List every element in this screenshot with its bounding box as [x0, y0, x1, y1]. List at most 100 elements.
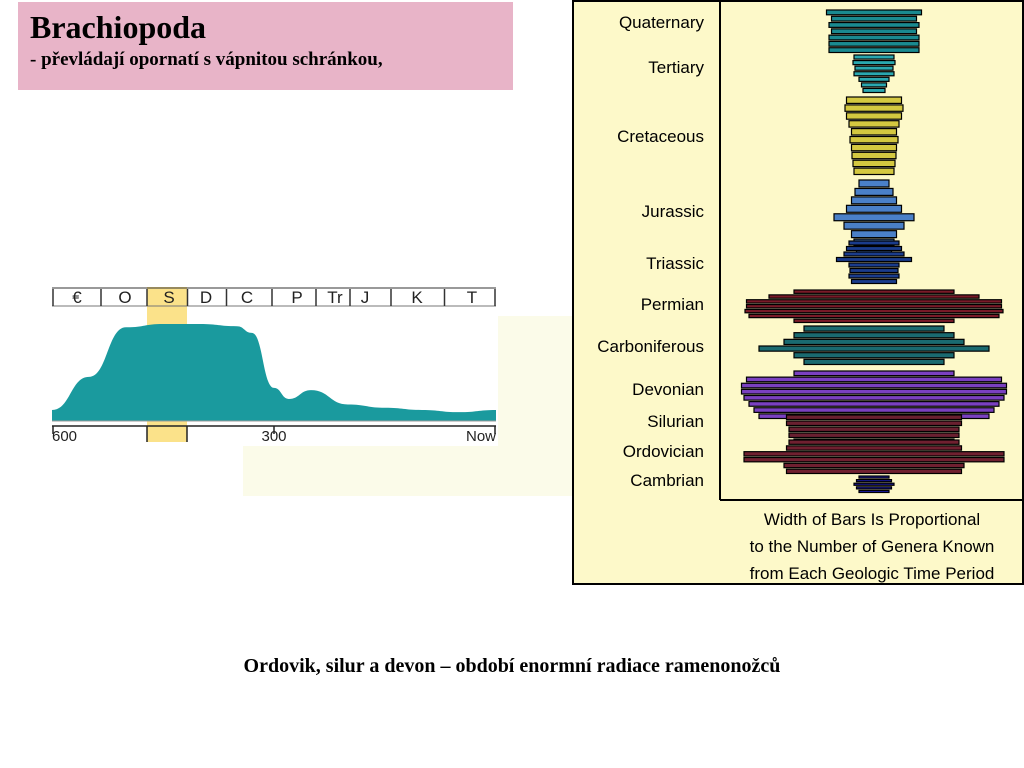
spindle-bar-1-6 — [862, 87, 886, 94]
spindle-bar-4-3 — [835, 256, 913, 263]
spindle-bar-6-1 — [793, 332, 955, 339]
axis-label-0: 600 — [52, 428, 77, 445]
spindle-bar-4-5 — [849, 267, 899, 274]
spindle-bar-4-6 — [848, 273, 900, 279]
spindle-bar-1-5 — [860, 82, 888, 88]
spindle-bar-9-2 — [743, 451, 1005, 457]
spindle-bar-6-5 — [803, 358, 945, 366]
spindle-bar-10-4 — [858, 489, 890, 494]
spindle-bar-1-4 — [858, 76, 890, 82]
spindle-bar-3-1 — [854, 187, 894, 196]
period-labels: € O S D C P Tr J K T — [52, 288, 496, 307]
period-label-4: C — [241, 288, 253, 307]
spindle-period-label-2: Cretaceous — [617, 127, 704, 146]
spindle-bar-3-2 — [850, 196, 898, 205]
spindle-period-label-5: Permian — [641, 295, 704, 314]
spindle-bar-5-4 — [744, 308, 1004, 314]
spindle-bar-10-0 — [858, 475, 890, 479]
spindle-bar-2-8 — [852, 159, 896, 168]
spindle-period-label-8: Silurian — [647, 412, 704, 431]
axis-label-2: Now — [466, 428, 496, 445]
spindle-bar-9-5 — [785, 468, 963, 475]
slide-title: Brachiopoda — [30, 9, 207, 45]
spindle-bar-0-2 — [828, 21, 920, 28]
spindle-period-label-10: Cambrian — [630, 471, 704, 490]
spindle-bar-10-1 — [855, 479, 893, 483]
spindle-bar-1-3 — [853, 71, 895, 77]
slide-subtitle: - převládají opornatí s vápnitou schránk… — [30, 49, 383, 71]
spindle-bar-2-1 — [844, 104, 904, 112]
spindle-period-label-3: Jurassic — [642, 202, 705, 221]
spindle-period-label-1: Tertiary — [648, 58, 704, 77]
diversity-timeline-chart: € O S D C P Tr J K T 600 300 Now — [52, 284, 498, 446]
spindle-legend: Width of Bars Is Proportional to the Numb… — [750, 510, 995, 583]
spindle-bar-3-0 — [858, 179, 890, 188]
spindle-bar-7-5 — [748, 401, 1000, 407]
spindle-bar-6-3 — [758, 345, 990, 352]
period-label-2: S — [163, 288, 174, 307]
spindle-period-labels: Quaternary Tertiary Cretaceous Jurassic Tria… — [597, 13, 704, 490]
spindle-bar-2-5 — [849, 135, 899, 144]
spindle-legend-line-2: from Each Geologic Time Period — [750, 564, 995, 583]
spindle-bar-2-4 — [850, 128, 898, 136]
spindle-bar-4-4 — [848, 262, 900, 268]
spindle-bar-5-6 — [793, 318, 955, 324]
period-label-9: T — [467, 288, 477, 307]
spindle-bar-2-2 — [845, 112, 903, 120]
spindle-bar-5-2 — [745, 299, 1003, 304]
spindle-bar-1-1 — [852, 59, 896, 66]
spindle-bar-8-3 — [788, 432, 960, 439]
spindle-bar-3-6 — [850, 230, 898, 239]
spindle-bar-4-1 — [845, 245, 903, 252]
spindle-bar-7-2 — [740, 382, 1008, 389]
spindle-bar-0-6 — [828, 47, 920, 54]
spindle-bar-10-2 — [853, 482, 895, 486]
spindle-bar-7-0 — [793, 370, 955, 377]
spindle-bar-0-5 — [828, 40, 920, 47]
spindle-legend-line-1: to the Number of Genera Known — [750, 537, 995, 556]
title-box: Brachiopoda - převládají opornatí s vápn… — [18, 2, 513, 90]
spindle-bar-2-7 — [851, 151, 897, 160]
period-label-1: O — [118, 288, 131, 307]
spindle-bar-7-3 — [740, 388, 1008, 395]
spindle-bars — [740, 9, 1008, 494]
spindle-bar-9-3 — [743, 456, 1005, 463]
period-label-8: K — [411, 288, 423, 307]
spindle-bar-4-7 — [850, 278, 898, 285]
spindle-bar-3-4 — [833, 213, 915, 222]
period-label-3: D — [200, 288, 212, 307]
period-label-7: J — [361, 288, 370, 307]
period-label-0: € — [72, 288, 82, 307]
spindle-period-label-9: Ordovician — [623, 442, 704, 461]
spindle-bar-5-5 — [748, 313, 1000, 319]
slide-caption: Ordovik, silur a devon – období enormní … — [243, 655, 781, 677]
spindle-bar-0-3 — [830, 28, 918, 35]
spindle-period-label-6: Carboniferous — [597, 337, 704, 356]
timeline-axis-labels: 600 300 Now — [52, 426, 496, 445]
spindle-bar-8-1 — [785, 420, 963, 427]
spindle-bar-3-3 — [845, 204, 903, 213]
spindle-bar-2-3 — [848, 120, 900, 128]
spindle-period-label-7: Devonian — [632, 380, 704, 399]
spindle-bar-9-0 — [788, 439, 960, 445]
spindle-bar-2-6 — [850, 143, 898, 152]
spindle-bar-7-6 — [753, 407, 995, 413]
spindle-bar-2-9 — [853, 167, 895, 176]
spindle-legend-line-0: Width of Bars Is Proportional — [764, 510, 980, 529]
spindle-bar-6-4 — [793, 352, 955, 359]
axis-label-1: 300 — [261, 428, 286, 445]
spindle-bar-7-1 — [745, 376, 1003, 383]
spindle-bar-1-2 — [854, 65, 894, 71]
spindle-bar-8-0 — [785, 414, 963, 421]
spindle-bar-5-1 — [768, 294, 980, 299]
spindle-bar-8-2 — [788, 426, 960, 433]
spindle-bar-9-4 — [783, 462, 965, 469]
spindle-bar-6-2 — [783, 338, 965, 346]
spindle-bar-5-0 — [793, 289, 955, 294]
spindle-bar-9-1 — [785, 445, 963, 451]
spindle-bar-0-0 — [825, 9, 923, 16]
spindle-bar-3-5 — [843, 221, 905, 230]
spindle-period-label-4: Triassic — [646, 254, 704, 273]
spindle-bar-4-0 — [848, 240, 900, 246]
spindle-period-label-0: Quaternary — [619, 13, 705, 32]
